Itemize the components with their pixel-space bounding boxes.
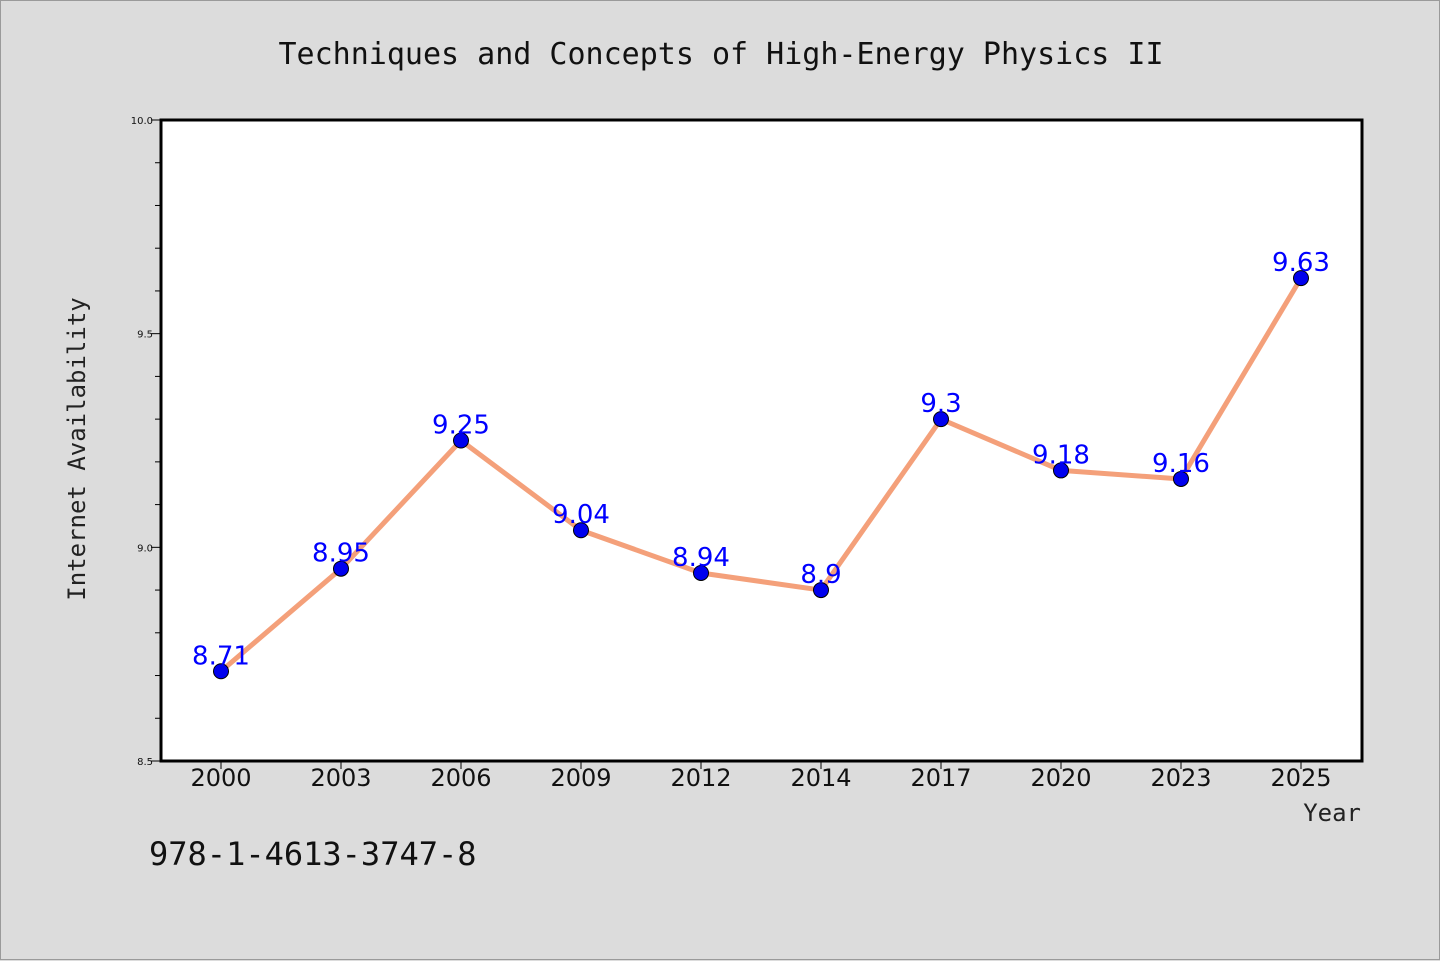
y-tick-label: 9.0 bbox=[137, 543, 153, 554]
data-point bbox=[1053, 462, 1069, 479]
plot-area bbox=[159, 118, 1364, 763]
x-tick-label: 2009 bbox=[550, 764, 611, 792]
x-tick-label: 2006 bbox=[430, 764, 491, 792]
data-label: 8.71 bbox=[192, 641, 250, 671]
chart-title: Techniques and Concepts of High-Energy P… bbox=[278, 37, 1163, 72]
data-markers bbox=[213, 270, 1309, 680]
x-tick-label: 2020 bbox=[1030, 764, 1091, 792]
x-tick-label: 2000 bbox=[190, 764, 251, 792]
data-label: 9.18 bbox=[1032, 440, 1090, 470]
data-point bbox=[1293, 270, 1309, 287]
data-point bbox=[453, 432, 469, 449]
x-tick-label: 2023 bbox=[1150, 764, 1211, 792]
x-axis-title: Year bbox=[1303, 799, 1361, 827]
y-tick-label: 10.0 bbox=[131, 116, 153, 127]
x-tick-label: 2017 bbox=[910, 764, 971, 792]
data-point bbox=[813, 582, 829, 599]
data-point bbox=[933, 411, 949, 428]
data-point bbox=[213, 663, 229, 680]
data-point bbox=[573, 522, 589, 539]
data-label: 9.63 bbox=[1272, 248, 1330, 278]
x-axis: 2000 2003 2006 2009 2012 2014 2017 2020 2023 2025 bbox=[190, 761, 1332, 792]
y-axis: 8.5 9.0 9.5 10.0 bbox=[131, 116, 161, 768]
data-label: 8.95 bbox=[312, 539, 370, 569]
data-label: 8.9 bbox=[800, 560, 841, 590]
y-tick-label: 8.5 bbox=[137, 757, 153, 768]
data-label: 9.04 bbox=[552, 500, 610, 530]
data-label: 9.16 bbox=[1152, 449, 1210, 479]
y-axis-title: Internet Availability bbox=[63, 297, 91, 600]
x-tick-label: 2025 bbox=[1270, 764, 1331, 792]
data-label: 9.3 bbox=[920, 389, 961, 419]
data-point bbox=[1173, 470, 1189, 487]
data-labels: 8.71 8.95 9.25 9.04 8.94 8.9 9.3 9.18 9.16 9.63 bbox=[192, 248, 1330, 671]
isbn-text: 978-1-4613-3747-8 bbox=[149, 835, 477, 873]
data-label: 9.25 bbox=[432, 411, 490, 441]
x-tick-label: 2003 bbox=[310, 764, 371, 792]
data-point bbox=[693, 564, 709, 581]
data-point bbox=[333, 560, 349, 577]
series-line bbox=[218, 275, 1304, 674]
y-tick-label: 9.5 bbox=[137, 330, 153, 341]
data-label: 8.94 bbox=[672, 543, 730, 573]
x-tick-label: 2012 bbox=[670, 764, 731, 792]
x-tick-label: 2014 bbox=[790, 764, 851, 792]
